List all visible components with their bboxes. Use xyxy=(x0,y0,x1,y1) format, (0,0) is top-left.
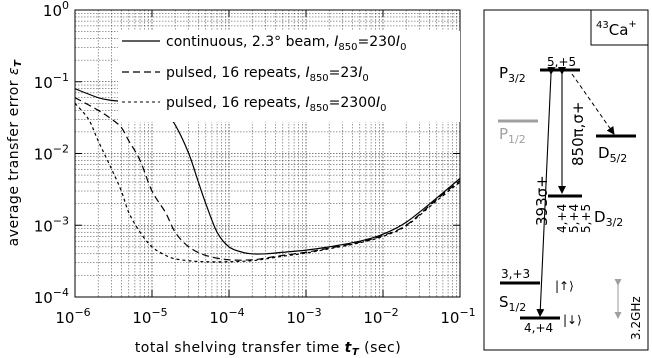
y-axis-title: average transfer error εT xyxy=(6,59,24,246)
state-down: |↓⟩ xyxy=(563,313,582,327)
y-tick-label: 10−4 xyxy=(34,286,69,307)
x-tick-label: 10−6 xyxy=(55,306,90,327)
transfer-error-chart: 10−6 10−5 10−4 10−3 10−2 10−1 100 10−1 10−2 10−3… xyxy=(6,0,476,358)
label-393: 393σ+ xyxy=(533,175,551,226)
legend-entry-continuous: continuous, 2.3° beam, I850=230I0 xyxy=(166,34,406,53)
label-p12: P1/2 xyxy=(499,125,526,146)
state-up: |↑⟩ xyxy=(555,279,574,293)
sublevel-label-44: 4,+4 xyxy=(555,204,569,233)
y-tick-label: 10−3 xyxy=(34,214,69,235)
x-tick-label: 10−1 xyxy=(440,306,475,327)
x-axis-title: total shelving transfer time tT (sec) xyxy=(135,340,401,358)
x-tick-label: 10−3 xyxy=(286,306,321,327)
series-line-1 xyxy=(74,97,461,261)
y-tick-label: 100 xyxy=(43,0,69,20)
x-tick-label: 10−5 xyxy=(132,306,167,327)
legend-entry-pulsed-23: pulsed, 16 repeats, I850=23I0 xyxy=(166,65,369,84)
transition-393-arrow xyxy=(536,66,556,317)
sublevel-s12-up: 3,+3 xyxy=(501,267,530,281)
sublevel-label-55: 5,+5 xyxy=(579,204,593,233)
legend-entry-pulsed-2300: pulsed, 16 repeats, I850=2300I0 xyxy=(166,95,387,114)
isotope-label: 43Ca+ xyxy=(596,19,637,39)
label-d32: D3/2 xyxy=(594,208,623,229)
decay-d52-arrow xyxy=(571,73,615,135)
y-tick-label: 10−2 xyxy=(34,143,69,164)
legend: continuous, 2.3° beam, I850=230I0 pulsed… xyxy=(118,31,460,122)
x-tick-label: 10−4 xyxy=(209,306,244,327)
level-diagram-frame xyxy=(483,9,649,351)
series-line-2 xyxy=(74,102,461,263)
sublevel-s12-down: 4,+4 xyxy=(524,321,553,335)
level-diagram: 43Ca+ P3/2 5,+5 P1/2 D5/2 D3/2 4,+4 5,+4… xyxy=(483,9,649,351)
x-tick-labels: 10−6 10−5 10−4 10−3 10−2 10−1 xyxy=(55,306,475,327)
sublevel-label-54: 5,+4 xyxy=(567,204,581,233)
label-850: 850π,σ+ xyxy=(569,101,587,166)
label-p32: P3/2 xyxy=(499,64,526,85)
label-s12: S1/2 xyxy=(499,293,526,314)
y-tick-labels: 100 10−1 10−2 10−3 10−4 xyxy=(34,0,69,307)
legend-background xyxy=(118,31,460,122)
y-tick-label: 10−1 xyxy=(34,71,69,92)
label-d52: D5/2 xyxy=(598,144,627,165)
isotope-box xyxy=(590,9,649,46)
splitting-label: 3.2GHz xyxy=(629,296,643,340)
sublevel-p32: 5,+5 xyxy=(547,55,576,69)
x-tick-label: 10−2 xyxy=(363,306,398,327)
